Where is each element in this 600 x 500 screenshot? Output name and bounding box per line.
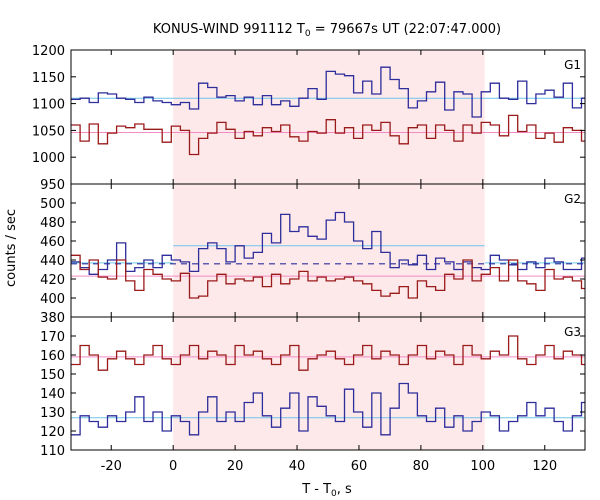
panel-g2: 380 400 420 440 460 480 500 G2 xyxy=(40,183,586,326)
x-tick-label: 80 xyxy=(413,459,430,474)
y-tick-label: 480 xyxy=(40,216,65,231)
panel-label: G3 xyxy=(564,325,581,339)
y-tick-label: 400 xyxy=(40,292,65,307)
panel-g1: 950 1000 1050 1100 1150 1200 G1 xyxy=(32,44,586,193)
y-tick-label: 1000 xyxy=(32,151,65,166)
panel-g3: 110 120 130 140 150 160 170 G3 xyxy=(40,316,586,459)
trigger-interval-shade xyxy=(173,184,485,317)
y-tick-label: 440 xyxy=(40,254,65,269)
y-tick-label: 170 xyxy=(40,330,65,345)
trigger-interval-shade xyxy=(173,50,485,184)
y-tick-label: 140 xyxy=(40,387,65,402)
panel-label: G2 xyxy=(564,192,581,206)
x-tick-label: 0 xyxy=(169,459,177,474)
y-tick-label: 500 xyxy=(40,197,65,212)
plot-area: 95010001050110011501200G1380400420440460… xyxy=(32,44,586,474)
light-curve-red xyxy=(71,254,585,299)
x-tick-label: 120 xyxy=(532,459,557,474)
x-axis-label-main: T - T xyxy=(301,482,331,497)
x-axis-label-subscript: 0 xyxy=(331,489,337,499)
y-tick-label: 1050 xyxy=(32,124,65,139)
y-tick-label: 420 xyxy=(40,273,65,288)
trigger-interval-shade xyxy=(173,317,485,450)
chart-title: KONUS-WIND 991112 T0 = 79667s UT (22:07:… xyxy=(153,22,501,39)
x-tick-label: 100 xyxy=(470,459,495,474)
y-tick-label: 120 xyxy=(40,425,65,440)
y-tick-label: 1100 xyxy=(32,98,65,113)
y-tick-label: 950 xyxy=(40,178,65,193)
light-curve-blue xyxy=(71,211,585,275)
y-tick-label: 110 xyxy=(40,444,65,459)
y-tick-label: 130 xyxy=(40,406,65,421)
x-tick-label: 60 xyxy=(351,459,368,474)
y-tick-label: 1150 xyxy=(32,71,65,86)
light-curve-blue xyxy=(71,66,585,118)
y-tick-label: 460 xyxy=(40,235,65,250)
y-tick-label: 150 xyxy=(40,368,65,383)
light-curve-red xyxy=(71,335,585,371)
light-curve-red xyxy=(71,114,585,156)
x-tick-label: -20 xyxy=(101,459,122,474)
panel-frame xyxy=(70,316,586,451)
y-axis-label: counts / sec xyxy=(4,209,19,287)
chart-title-rest: = 79667s UT (22:07:47.000) xyxy=(311,22,501,37)
light-curve-blue xyxy=(71,382,585,436)
x-axis-label: T - T0, s xyxy=(301,482,352,499)
x-tick-label: 20 xyxy=(227,459,244,474)
y-tick-label: 160 xyxy=(40,349,65,364)
y-tick-label: 380 xyxy=(40,311,65,326)
chart-title-subscript: 0 xyxy=(305,29,311,39)
chart-title-main: KONUS-WIND 991112 T xyxy=(153,22,305,37)
x-axis-label-rest: , s xyxy=(337,482,352,497)
x-tick-label: 40 xyxy=(289,459,306,474)
panel-label: G1 xyxy=(564,58,581,72)
y-tick-label: 1200 xyxy=(32,44,65,59)
